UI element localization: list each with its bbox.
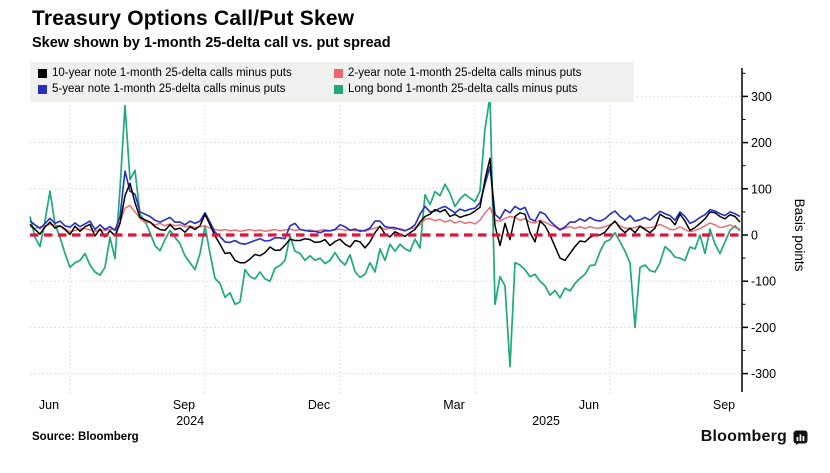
legend-label-long-bond: Long bond 1-month 25-delta calls minus p… bbox=[348, 83, 578, 95]
bloomberg-wordmark: Bloomberg bbox=[700, 428, 787, 445]
y-tick-label: 200 bbox=[751, 136, 772, 150]
y-tick-label: 100 bbox=[751, 182, 772, 196]
y-tick-label: -200 bbox=[751, 321, 776, 335]
legend-swatch-long-bond bbox=[334, 85, 343, 94]
x-tick-label: Mar bbox=[443, 398, 465, 412]
bloomberg-logo: Bloomberg bbox=[701, 428, 808, 446]
series-line-two-year bbox=[29, 204, 741, 233]
page-subtitle: Skew shown by 1-month 25-delta call vs. … bbox=[32, 35, 391, 51]
chart-legend: 10-year note 1-month 25-delta calls minu… bbox=[30, 62, 634, 102]
y-tick-label: -300 bbox=[751, 367, 776, 381]
legend-swatch-10-year bbox=[38, 69, 47, 78]
y-tick-label: -100 bbox=[751, 275, 776, 289]
x-tick-label: Sep bbox=[173, 398, 195, 412]
page-title: Treasury Options Call/Put Skew bbox=[32, 7, 355, 30]
y-axis-title: Basis points bbox=[792, 199, 807, 272]
source-note: Source: Bloomberg bbox=[32, 431, 139, 443]
series-line-long-bond bbox=[29, 95, 741, 368]
legend-label-5-year: 5-year note 1-month 25-delta calls minus… bbox=[52, 83, 286, 95]
legend-item-10-year: 10-year note 1-month 25-delta calls minu… bbox=[38, 67, 330, 80]
bloomberg-terminal-icon bbox=[793, 430, 808, 445]
legend-label-10-year: 10-year note 1-month 25-delta calls minu… bbox=[52, 67, 292, 79]
legend-item-5-year: 5-year note 1-month 25-delta calls minus… bbox=[38, 83, 330, 96]
legend-swatch-5-year bbox=[38, 85, 47, 94]
legend-item-2-year: 2-year note 1-month 25-delta calls minus… bbox=[334, 67, 626, 80]
legend-swatch-2-year bbox=[334, 69, 343, 78]
x-tick-label: Sep bbox=[713, 398, 735, 412]
x-tick-label: Dec bbox=[308, 398, 330, 412]
legend-item-long-bond: Long bond 1-month 25-delta calls minus p… bbox=[334, 83, 626, 96]
x-tick-label: Jun bbox=[39, 398, 59, 412]
series-line-ten-year bbox=[29, 157, 741, 264]
y-tick-label: 0 bbox=[751, 229, 758, 243]
x-tick-label: Jun bbox=[579, 398, 599, 412]
y-tick-label: 300 bbox=[751, 90, 772, 104]
legend-label-2-year: 2-year note 1-month 25-delta calls minus… bbox=[348, 67, 582, 79]
x-year-label: 2024 bbox=[176, 414, 204, 428]
x-year-label: 2025 bbox=[532, 414, 560, 428]
series-line-five-year bbox=[29, 165, 741, 245]
